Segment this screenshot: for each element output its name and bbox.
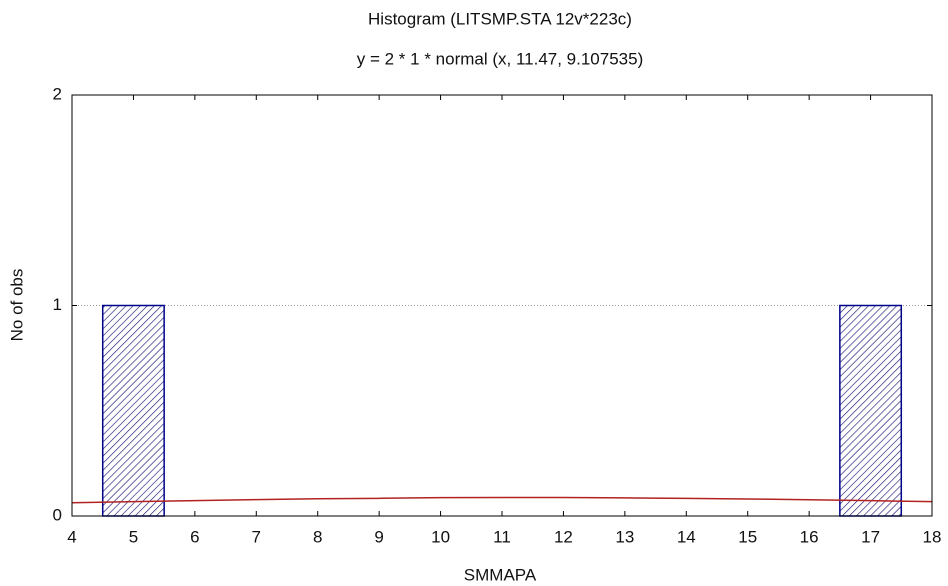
x-tick-label: 16 xyxy=(800,527,819,546)
x-tick-label: 11 xyxy=(493,527,511,546)
plot-frame xyxy=(71,94,933,517)
x-tick-label: 6 xyxy=(190,527,199,546)
x-tick-label: 17 xyxy=(861,527,880,546)
x-tick-label: 4 xyxy=(67,527,76,546)
x-tick-label: 9 xyxy=(374,527,383,546)
bar xyxy=(101,304,165,517)
chart-subtitle: y = 2 * 1 * normal (x, 11.47, 9.107535) xyxy=(357,49,644,68)
x-tick-label: 8 xyxy=(313,527,322,546)
x-axis-label: SMMAPA xyxy=(464,565,537,584)
x-tick-label: 13 xyxy=(615,527,634,546)
x-tick-label: 14 xyxy=(677,527,696,546)
y-tick-label: 0 xyxy=(53,505,62,524)
y-tick-label: 1 xyxy=(53,295,62,314)
x-tick-label: 5 xyxy=(129,527,138,546)
x-tick-label: 10 xyxy=(431,527,450,546)
x-tick-label: 7 xyxy=(252,527,261,546)
x-tick-label: 12 xyxy=(554,527,573,546)
fit-curve xyxy=(71,496,933,504)
y-axis-label: No of obs xyxy=(7,269,26,342)
x-tick-label: 15 xyxy=(738,527,757,546)
bar xyxy=(839,304,903,517)
chart-title: Histogram (LITSMP.STA 12v*223c) xyxy=(368,9,632,28)
y-tick-label: 2 xyxy=(53,84,62,103)
x-tick-label: 18 xyxy=(923,527,942,546)
